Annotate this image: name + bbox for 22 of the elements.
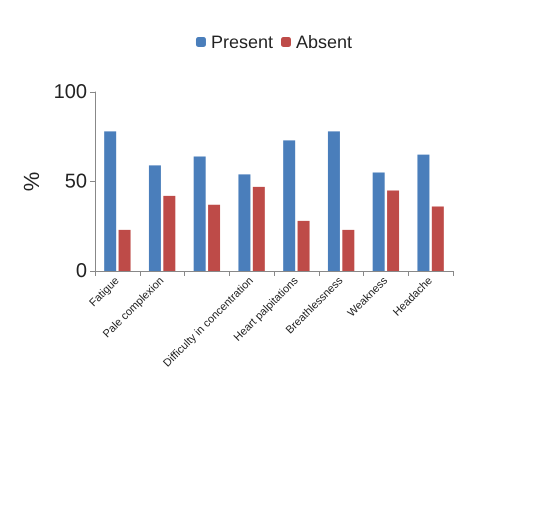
y-axis-title: % [19,172,44,192]
bar [163,196,176,271]
bar [118,230,131,271]
y-tick-label: 100 [54,81,87,103]
bar [417,154,430,271]
legend-label: Present [210,32,274,52]
bar [372,172,385,271]
y-tick-label: 50 [64,170,87,192]
bar [148,165,161,271]
bar [283,140,296,271]
bar [387,190,400,271]
bar [208,204,220,271]
bar [432,206,444,271]
bar [252,186,265,271]
y-tick-label: 0 [76,260,87,282]
bar [298,220,310,271]
bar [328,131,340,271]
bar [104,131,116,271]
legend-label: Absent [296,32,352,52]
bar [194,156,206,271]
bar [342,230,354,271]
bar [238,174,250,271]
